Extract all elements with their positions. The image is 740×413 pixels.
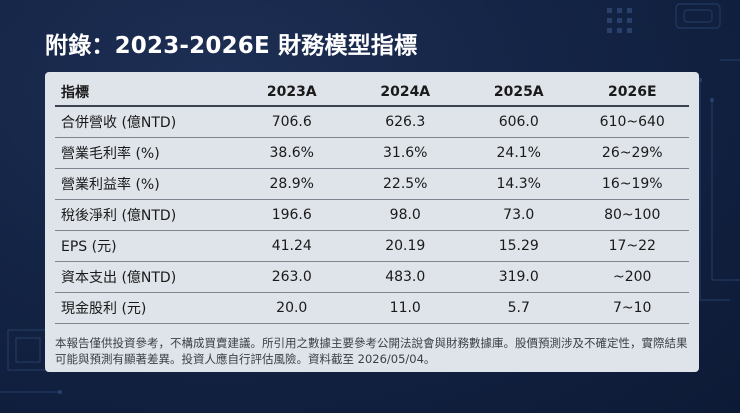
table-cell: 606.0 (462, 106, 576, 138)
page-title: 附錄：2023-2026E 財務模型指標 (45, 33, 418, 59)
table-cell: 16~19% (575, 168, 689, 200)
table-cell: 20.19 (348, 230, 462, 262)
table-cell: 14.3% (462, 168, 576, 200)
table-cell: 24.1% (462, 137, 576, 169)
table-cell: 20.0 (235, 292, 349, 324)
table-cell: 17~22 (575, 230, 689, 262)
table-row: 現金股利 (元) 20.0 11.0 5.7 7~10 (55, 292, 689, 324)
table-cell: 706.6 (235, 106, 349, 138)
metrics-panel: 指標 2023A 2024A 2025A 2026E 合併營收 (億NTD) 7… (45, 72, 699, 372)
table-cell: 31.6% (348, 137, 462, 169)
table-cell: 80~100 (575, 199, 689, 231)
column-header-2026e: 2026E (575, 78, 689, 107)
table-cell: 38.6% (235, 137, 349, 169)
table-cell: 196.6 (235, 199, 349, 231)
table-cell: 263.0 (235, 261, 349, 293)
table-cell: 7~10 (575, 292, 689, 324)
table-row: 營業毛利率 (%) 38.6% 31.6% 24.1% 26~29% (55, 137, 689, 169)
table-cell: 41.24 (235, 230, 349, 262)
column-header-2024a: 2024A (348, 78, 462, 107)
column-header-2023a: 2023A (235, 78, 349, 107)
table-row: 合併營收 (億NTD) 706.6 626.3 606.0 610~640 (55, 106, 689, 138)
table-cell: 11.0 (348, 292, 462, 324)
table-cell: 28.9% (235, 168, 349, 200)
table-cell: 483.0 (348, 261, 462, 293)
row-label: EPS (元) (55, 230, 235, 262)
table-row: 營業利益率 (%) 28.9% 22.5% 14.3% 16~19% (55, 168, 689, 200)
disclaimer-footnote: 本報告僅供投資參考，不構成買賣建議。所引用之數據主要參考公開法說會與財務數據庫。… (55, 336, 688, 366)
table-cell: 26~29% (575, 137, 689, 169)
table-cell: 73.0 (462, 199, 576, 231)
table-cell: ~200 (575, 261, 689, 293)
financial-metrics-table: 指標 2023A 2024A 2025A 2026E 合併營收 (億NTD) 7… (55, 78, 689, 324)
row-label: 現金股利 (元) (55, 292, 235, 324)
row-label: 營業利益率 (%) (55, 168, 235, 200)
table-cell: 626.3 (348, 106, 462, 138)
table-cell: 22.5% (348, 168, 462, 200)
table-row: 資本支出 (億NTD) 263.0 483.0 319.0 ~200 (55, 261, 689, 293)
row-label: 合併營收 (億NTD) (55, 106, 235, 138)
table-cell: 319.0 (462, 261, 576, 293)
table-cell: 15.29 (462, 230, 576, 262)
table-row: EPS (元) 41.24 20.19 15.29 17~22 (55, 230, 689, 262)
row-label: 營業毛利率 (%) (55, 137, 235, 169)
table-header-row: 指標 2023A 2024A 2025A 2026E (55, 78, 689, 107)
row-label: 稅後淨利 (億NTD) (55, 199, 235, 231)
table-row: 稅後淨利 (億NTD) 196.6 98.0 73.0 80~100 (55, 199, 689, 231)
table-cell: 98.0 (348, 199, 462, 231)
row-label: 資本支出 (億NTD) (55, 261, 235, 293)
column-header-metric: 指標 (55, 78, 235, 107)
table-cell: 5.7 (462, 292, 576, 324)
table-cell: 610~640 (575, 106, 689, 138)
column-header-2025a: 2025A (462, 78, 576, 107)
